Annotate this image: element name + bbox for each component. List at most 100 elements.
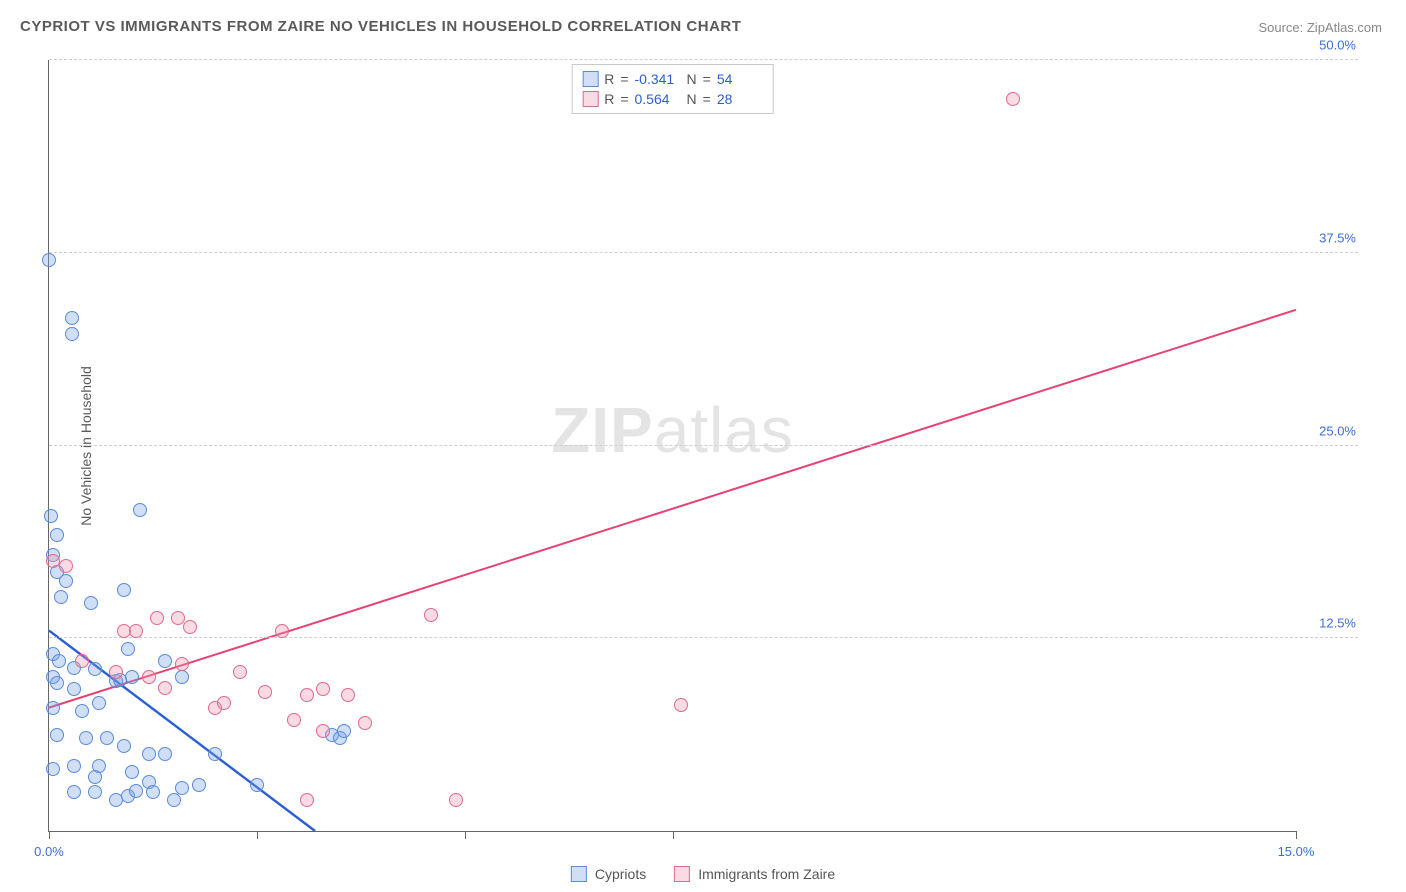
legend-swatch-2 xyxy=(674,866,690,882)
data-point-cypriots xyxy=(250,778,264,792)
source-credit: Source: ZipAtlas.com xyxy=(1258,20,1382,35)
data-point-zaire xyxy=(142,670,156,684)
gridline-h xyxy=(49,637,1358,638)
data-point-cypriots xyxy=(92,759,106,773)
data-point-zaire xyxy=(109,665,123,679)
data-point-cypriots xyxy=(158,747,172,761)
data-point-zaire xyxy=(183,620,197,634)
data-point-cypriots xyxy=(88,785,102,799)
data-point-cypriots xyxy=(146,785,160,799)
data-point-cypriots xyxy=(337,724,351,738)
data-point-cypriots xyxy=(75,704,89,718)
data-point-zaire xyxy=(233,665,247,679)
swatch-series2 xyxy=(582,91,598,107)
data-point-zaire xyxy=(275,624,289,638)
data-point-cypriots xyxy=(92,696,106,710)
scatter-chart: ZIPatlas R = -0.341 N = 54 R = 0.564 N =… xyxy=(48,60,1296,832)
data-point-cypriots xyxy=(79,731,93,745)
data-point-cypriots xyxy=(46,701,60,715)
watermark: ZIPatlas xyxy=(551,393,794,467)
stat-n-label: N xyxy=(687,69,697,89)
stat-r-label: R xyxy=(604,69,614,89)
stats-box: R = -0.341 N = 54 R = 0.564 N = 28 xyxy=(571,64,774,114)
data-point-cypriots xyxy=(117,739,131,753)
data-point-cypriots xyxy=(52,654,66,668)
data-point-cypriots xyxy=(167,793,181,807)
y-tick-label: 37.5% xyxy=(1319,230,1356,245)
source-prefix: Source: xyxy=(1258,20,1306,35)
gridline-h xyxy=(49,252,1358,253)
data-point-cypriots xyxy=(88,662,102,676)
legend-item-series1: Cypriots xyxy=(571,866,646,882)
data-point-cypriots xyxy=(84,596,98,610)
stat-n-label2: N xyxy=(687,89,697,109)
source-link[interactable]: ZipAtlas.com xyxy=(1307,20,1382,35)
x-tick-major xyxy=(1296,831,1297,839)
data-point-cypriots xyxy=(67,682,81,696)
data-point-zaire xyxy=(175,657,189,671)
data-point-cypriots xyxy=(142,747,156,761)
data-point-zaire xyxy=(341,688,355,702)
data-point-cypriots xyxy=(50,676,64,690)
data-point-zaire xyxy=(287,713,301,727)
data-point-cypriots xyxy=(125,670,139,684)
data-point-cypriots xyxy=(158,654,172,668)
data-point-cypriots xyxy=(100,731,114,745)
legend-item-series2: Immigrants from Zaire xyxy=(674,866,835,882)
data-point-cypriots xyxy=(121,642,135,656)
y-tick-label: 50.0% xyxy=(1319,38,1356,53)
y-tick-label: 12.5% xyxy=(1319,616,1356,631)
data-point-zaire xyxy=(150,611,164,625)
data-point-cypriots xyxy=(175,781,189,795)
data-point-cypriots xyxy=(54,590,68,604)
data-point-zaire xyxy=(300,688,314,702)
stats-row-series1: R = -0.341 N = 54 xyxy=(582,69,763,89)
data-point-zaire xyxy=(424,608,438,622)
stat-n-value-2: 28 xyxy=(717,89,763,109)
data-point-cypriots xyxy=(67,759,81,773)
y-tick-label: 25.0% xyxy=(1319,423,1356,438)
gridline-h xyxy=(49,445,1358,446)
trend-lines-layer xyxy=(49,60,1296,831)
data-point-zaire xyxy=(129,624,143,638)
stat-r-value-1: -0.341 xyxy=(635,69,681,89)
x-tick-major xyxy=(49,831,50,839)
stat-eq: = xyxy=(620,69,628,89)
data-point-zaire xyxy=(1006,92,1020,106)
x-tick xyxy=(257,831,258,839)
watermark-atlas: atlas xyxy=(654,394,794,466)
data-point-cypriots xyxy=(59,574,73,588)
x-tick xyxy=(465,831,466,839)
stat-r-value-2: 0.564 xyxy=(635,89,681,109)
data-point-cypriots xyxy=(65,311,79,325)
data-point-zaire xyxy=(358,716,372,730)
data-point-cypriots xyxy=(65,327,79,341)
stat-eq2: = xyxy=(703,69,711,89)
data-point-cypriots xyxy=(175,670,189,684)
legend-label-1: Cypriots xyxy=(595,866,646,882)
trend-line xyxy=(49,310,1296,708)
data-point-cypriots xyxy=(44,509,58,523)
data-point-zaire xyxy=(449,793,463,807)
data-point-zaire xyxy=(316,682,330,696)
stat-r-label2: R xyxy=(604,89,614,109)
data-point-cypriots xyxy=(50,728,64,742)
stat-n-value-1: 54 xyxy=(717,69,763,89)
data-point-cypriots xyxy=(42,253,56,267)
data-point-cypriots xyxy=(192,778,206,792)
x-tick-label: 0.0% xyxy=(34,844,64,859)
data-point-cypriots xyxy=(129,784,143,798)
stat-eq3: = xyxy=(620,89,628,109)
stat-eq4: = xyxy=(703,89,711,109)
data-point-cypriots xyxy=(46,762,60,776)
x-tick xyxy=(673,831,674,839)
data-point-zaire xyxy=(258,685,272,699)
legend-label-2: Immigrants from Zaire xyxy=(698,866,835,882)
data-point-zaire xyxy=(300,793,314,807)
legend: Cypriots Immigrants from Zaire xyxy=(571,866,835,882)
legend-swatch-1 xyxy=(571,866,587,882)
data-point-zaire xyxy=(171,611,185,625)
data-point-zaire xyxy=(316,724,330,738)
data-point-cypriots xyxy=(67,785,81,799)
data-point-zaire xyxy=(158,681,172,695)
